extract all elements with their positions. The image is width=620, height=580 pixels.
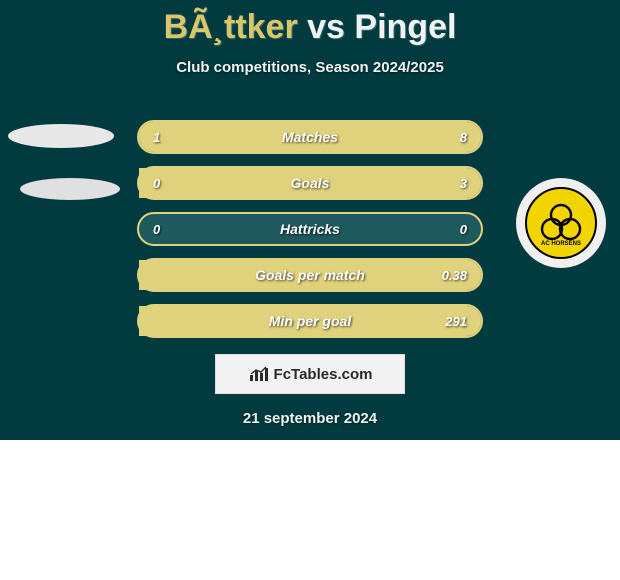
subtitle: Club competitions, Season 2024/2025 xyxy=(0,59,620,76)
stat-label: Min per goal xyxy=(269,313,351,329)
stat-row: 0 Goals 3 xyxy=(137,166,483,200)
stat-label: Goals xyxy=(291,175,330,191)
vs-separator: vs xyxy=(298,8,355,46)
stat-row: 0 Hattricks 0 xyxy=(137,212,483,246)
stat-row: Goals per match 0.38 xyxy=(137,258,483,292)
stat-label: Hattricks xyxy=(280,221,340,237)
stat-row: 1 Matches 8 xyxy=(137,120,483,154)
stat-right-value: 291 xyxy=(445,314,467,329)
stat-label: Goals per match xyxy=(255,267,365,283)
date-label: 21 september 2024 xyxy=(0,410,620,427)
club-rings-icon xyxy=(538,203,584,243)
stat-left-value: 1 xyxy=(153,130,160,145)
stat-right-value: 3 xyxy=(460,176,467,191)
stat-right-value: 0 xyxy=(460,222,467,237)
bar-chart-icon xyxy=(248,365,270,383)
player-right-name: Pingel xyxy=(354,8,456,46)
stats-container: 1 Matches 8 0 Goals 3 0 Hattricks 0 Goals per mat… xyxy=(137,120,483,350)
stat-left-value: 0 xyxy=(153,222,160,237)
stat-right-value: 8 xyxy=(460,130,467,145)
player-left-club-placeholder xyxy=(20,178,120,200)
watermark[interactable]: FcTables.com xyxy=(215,354,405,394)
watermark-text: FcTables.com xyxy=(274,366,373,383)
stat-row: Min per goal 291 xyxy=(137,304,483,338)
stat-label: Matches xyxy=(282,129,338,145)
page-title: BÃ¸ttker vs Pingel xyxy=(0,0,620,47)
stat-left-value: 0 xyxy=(153,176,160,191)
club-badge-text: AC HORSENS xyxy=(541,241,581,247)
player-left-name: BÃ¸ttker xyxy=(164,8,298,46)
stat-right-value: 0.38 xyxy=(442,268,467,283)
player-right-club-badge: AC HORSENS xyxy=(516,178,606,268)
player-left-avatar-placeholder xyxy=(8,124,114,148)
